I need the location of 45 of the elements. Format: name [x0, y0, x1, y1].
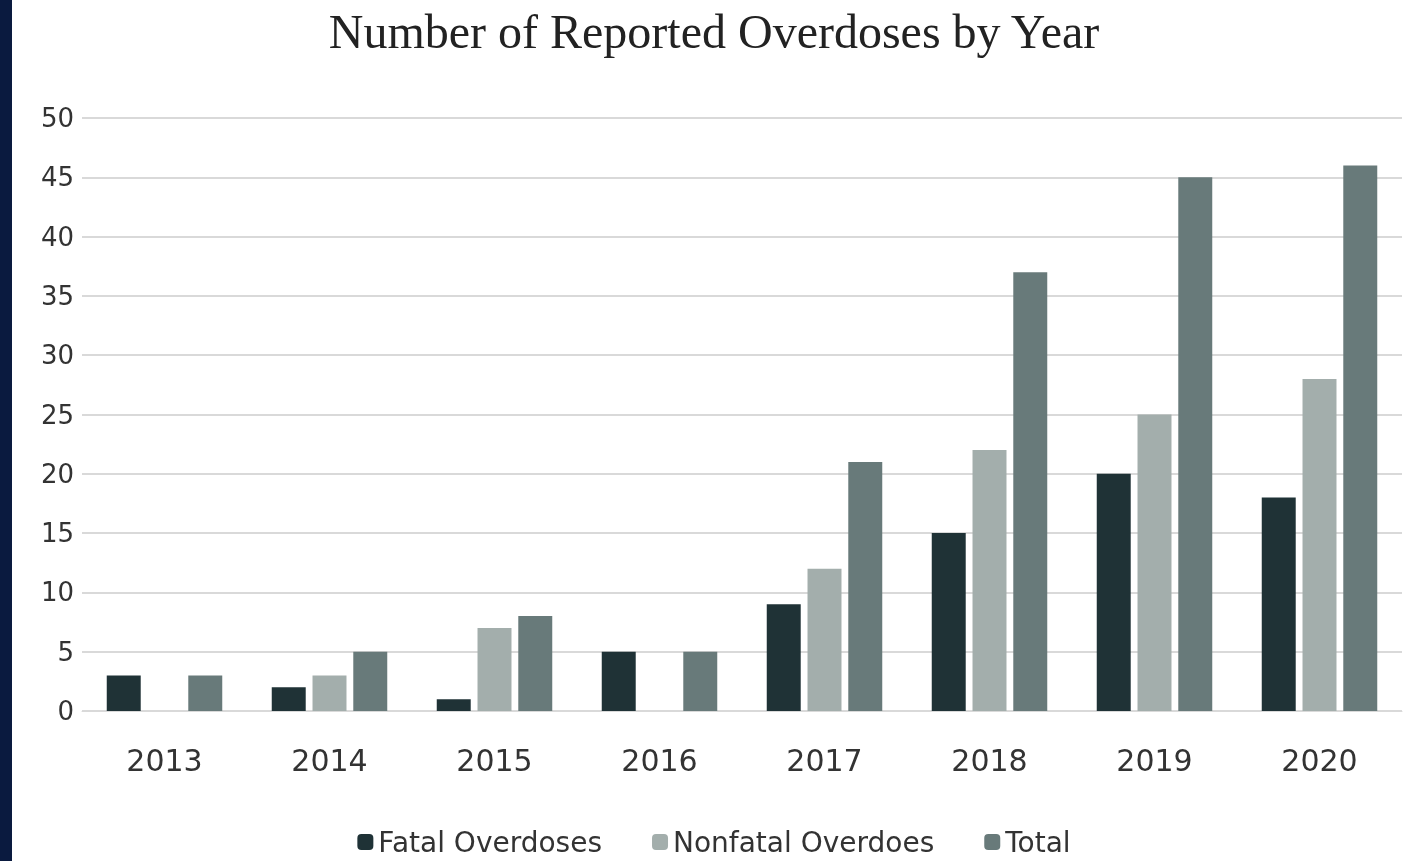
bar: [436, 699, 471, 711]
bar: [477, 627, 512, 711]
legend-label: Total: [1004, 825, 1071, 859]
legend-label: Fatal Overdoses: [378, 825, 603, 859]
y-tick-label: 45: [40, 162, 74, 193]
bar: [312, 675, 347, 711]
bar: [848, 461, 883, 711]
bar: [1137, 414, 1172, 711]
bar: [683, 651, 718, 711]
bar: [766, 604, 801, 711]
y-tick-label: 50: [40, 103, 74, 133]
bar: [518, 616, 553, 711]
y-tick-label: 15: [40, 518, 74, 549]
x-tick-label: 2020: [1281, 742, 1358, 778]
x-tick-label: 2016: [621, 742, 698, 778]
y-tick-label: 5: [57, 636, 74, 667]
bar: [931, 533, 966, 711]
legend-label: Nonfatal Overdoes: [673, 825, 935, 859]
x-tick-label: 2013: [126, 742, 203, 778]
bar: [1343, 165, 1378, 711]
bar: [807, 568, 842, 711]
bar: [972, 450, 1007, 711]
x-tick-label: 2017: [786, 742, 863, 778]
y-tick-label: 40: [40, 221, 74, 252]
x-tick-label: 2018: [951, 742, 1028, 778]
bar: [188, 675, 223, 711]
bar: [353, 651, 388, 711]
x-tick-label: 2014: [291, 742, 368, 778]
bar: [106, 675, 141, 711]
y-tick-label: 35: [40, 280, 74, 311]
y-tick-label: 25: [40, 399, 74, 430]
bar: [271, 687, 306, 711]
y-tick-label: 10: [40, 577, 74, 608]
bar: [1096, 473, 1131, 711]
x-tick-label: 2015: [456, 742, 533, 778]
y-tick-label: 0: [57, 696, 74, 726]
bar: [1261, 497, 1296, 711]
bar: [601, 651, 636, 711]
y-tick-label: 30: [40, 340, 74, 371]
y-tick-label: 20: [40, 458, 74, 489]
bar: [1013, 272, 1048, 711]
chart-title: Number of Reported Overdoses by Year: [328, 4, 1100, 58]
x-tick-label: 2019: [1116, 742, 1193, 778]
bar: [1178, 177, 1213, 711]
bar: [1302, 378, 1337, 711]
